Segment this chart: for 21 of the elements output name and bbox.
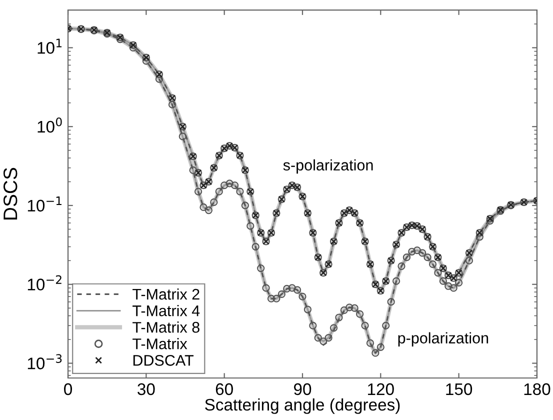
x-tick-label: 30 [138, 383, 155, 396]
x-tick-label: 0 [64, 383, 72, 396]
legend-label: T-Matrix 8 [132, 322, 200, 333]
y-tick-label: 10$^{0}$ [38, 117, 62, 133]
y-tick-label: 10$^{−2}$ [28, 275, 62, 290]
y-tick-label: 10$^{1}$ [38, 38, 62, 54]
x-tick-label: 180 [524, 383, 550, 396]
y-tick-label: 10$^{−3}$ [28, 354, 62, 370]
y-tick-label: 10$^{−1}$ [28, 196, 62, 212]
x-tick-label: 150 [446, 383, 472, 396]
x-axis-title: Scattering angle (degrees) [205, 398, 400, 414]
x-tick-label: 60 [216, 383, 233, 396]
y-axis-title: DSCS [3, 168, 18, 220]
annotation: p-polarization [398, 332, 488, 346]
annotation: s-polarization [283, 159, 373, 174]
legend-label: T-Matrix 2 [132, 288, 200, 300]
legend-label: DDSCAT [133, 354, 194, 366]
x-tick-label: 120 [368, 383, 394, 396]
legend-label: T-Matrix 4 [132, 304, 200, 316]
x-tick-label: 90 [294, 383, 312, 396]
legend-label: T-Matrix [132, 338, 188, 350]
